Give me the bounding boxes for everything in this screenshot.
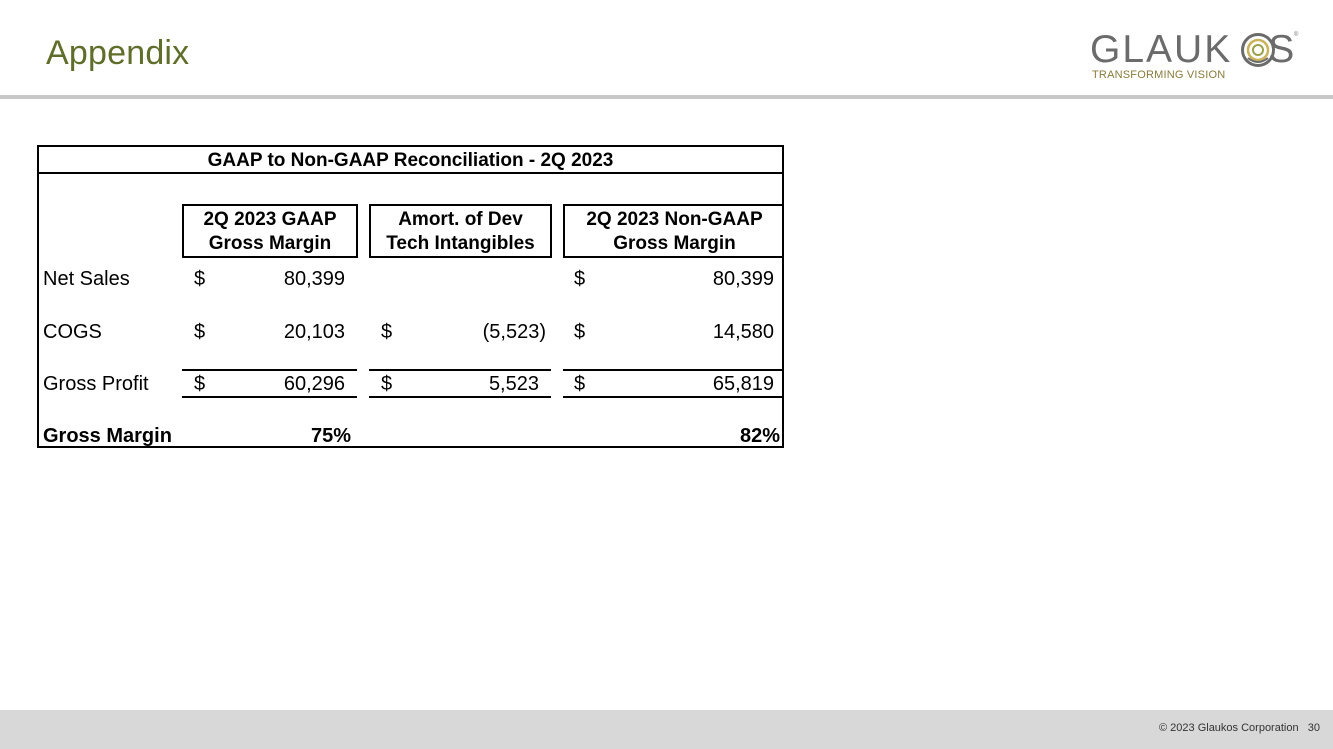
footer-bar: © 2023 Glaukos Corporation 30: [0, 710, 1333, 749]
net-sales-gaap-currency: $: [194, 268, 206, 290]
gross-profit-bottom-rule-gaap: [182, 396, 357, 398]
net-sales-gaap-value: 80,399: [283, 268, 345, 290]
logo-tagline: TRANSFORMING VISION: [1092, 69, 1226, 81]
reconciliation-table: GAAP to Non-GAAP Reconciliation - 2Q 202…: [37, 145, 784, 448]
page-number: 30: [1307, 722, 1320, 734]
row-label-gross-margin: Gross Margin: [43, 425, 172, 447]
page-title: Appendix: [46, 34, 190, 72]
row-label-cogs: COGS: [43, 321, 102, 343]
gross-profit-top-rule-amort: [369, 369, 551, 371]
net-sales-non-gaap-currency: $: [574, 268, 586, 290]
cogs-non-gaap-currency: $: [574, 321, 586, 343]
column-header-non-gaap: 2Q 2023 Non-GAAP Gross Margin: [563, 204, 784, 258]
copyright-text: © 2023 Glaukos Corporation: [1159, 722, 1299, 734]
net-sales-non-gaap-value: 80,399: [712, 268, 774, 290]
gross-profit-gaap-value: 60,296: [283, 373, 345, 395]
glaukos-logo: GLAUK S ® TRANSFORMING VISION: [1090, 28, 1300, 88]
gross-profit-top-rule-non-gaap: [563, 369, 784, 371]
cogs-gaap-value: 20,103: [283, 321, 345, 343]
gross-profit-amort-value: 5,523: [488, 373, 539, 395]
gross-margin-non-gaap-value: 82%: [739, 425, 780, 447]
gross-profit-top-rule-gaap: [182, 369, 357, 371]
gross-margin-gaap-value: 75%: [310, 425, 351, 447]
column-header-amortization: Amort. of Dev Tech Intangibles: [369, 204, 552, 258]
gross-profit-bottom-rule-amort: [369, 396, 551, 398]
gross-profit-bottom-rule-non-gaap: [563, 396, 784, 398]
logo-trademark: ®: [1294, 32, 1299, 38]
column-header-gaap: 2Q 2023 GAAP Gross Margin: [182, 204, 358, 258]
gross-profit-gaap-currency: $: [194, 373, 206, 395]
logo-eye-icon: [1241, 33, 1275, 67]
cogs-amort-value: (5,523): [482, 321, 546, 343]
footer-text: © 2023 Glaukos Corporation 30: [1159, 722, 1320, 734]
logo-wordmark: GLAUK S: [1090, 28, 1297, 71]
gross-profit-non-gaap-currency: $: [574, 373, 586, 395]
cogs-amort-currency: $: [381, 321, 393, 343]
table-title: GAAP to Non-GAAP Reconciliation - 2Q 202…: [39, 147, 782, 174]
gross-profit-amort-currency: $: [381, 373, 393, 395]
cogs-non-gaap-value: 14,580: [712, 321, 774, 343]
header-divider: [0, 95, 1333, 99]
gross-profit-non-gaap-value: 65,819: [712, 373, 774, 395]
row-label-gross-profit: Gross Profit: [43, 373, 149, 395]
row-label-net-sales: Net Sales: [43, 268, 130, 290]
cogs-gaap-currency: $: [194, 321, 206, 343]
